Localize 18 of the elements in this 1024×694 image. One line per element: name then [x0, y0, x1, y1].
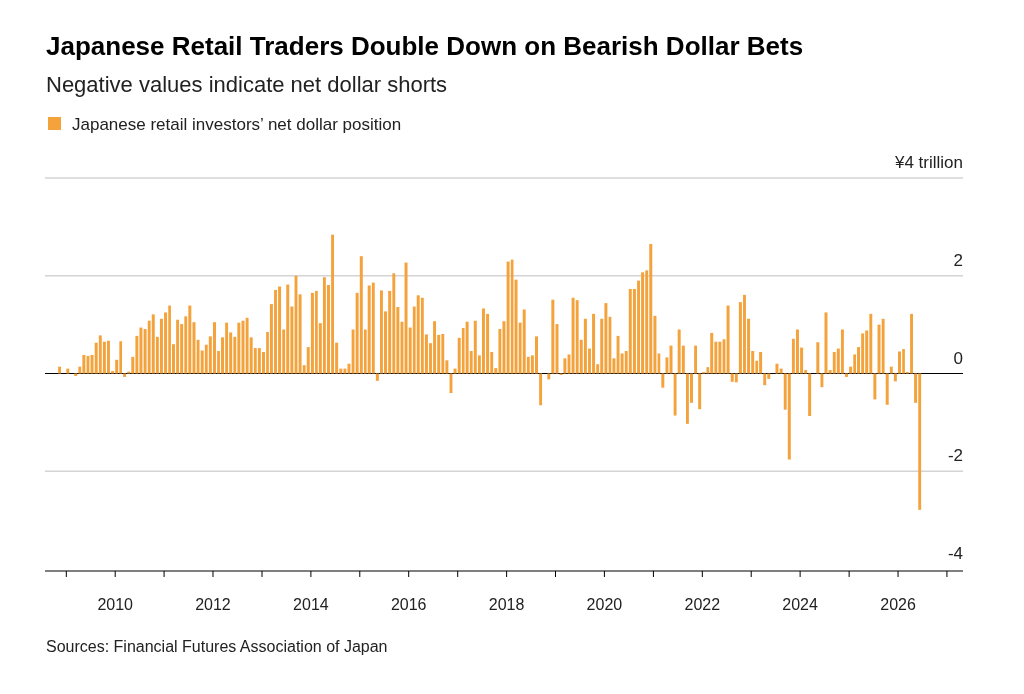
x-tick-label: 2016 — [390, 596, 427, 613]
y-tick-label: 0 — [953, 348, 963, 368]
x-tick-label: 2024 — [782, 596, 819, 613]
y-tick-label: -4 — [947, 544, 963, 563]
x-tick-label: 2026 — [880, 596, 916, 613]
source-note: Sources: Financial Futures Association of Japan — [46, 638, 388, 655]
chart-subtitle: Negative values indicate net dollar shorts — [46, 72, 448, 97]
y-tick-label: -2 — [947, 446, 963, 466]
y-tick-label: 2 — [953, 250, 963, 270]
x-tick-label: 2020 — [586, 596, 623, 613]
legend-label: Japanese retail investors’ net dollar position — [72, 114, 402, 134]
x-tick-label: 2014 — [293, 596, 329, 613]
x-tick-label: 2010 — [97, 596, 134, 613]
x-tick-label: 2022 — [684, 596, 721, 613]
x-tick-label: 2012 — [195, 596, 231, 613]
chart-title: Japanese Retail Traders Double Down on Bearish Dollar Bets — [46, 31, 804, 61]
x-tick-label: 2018 — [488, 596, 525, 613]
y-tick-label: ¥4 trillion — [893, 153, 963, 172]
